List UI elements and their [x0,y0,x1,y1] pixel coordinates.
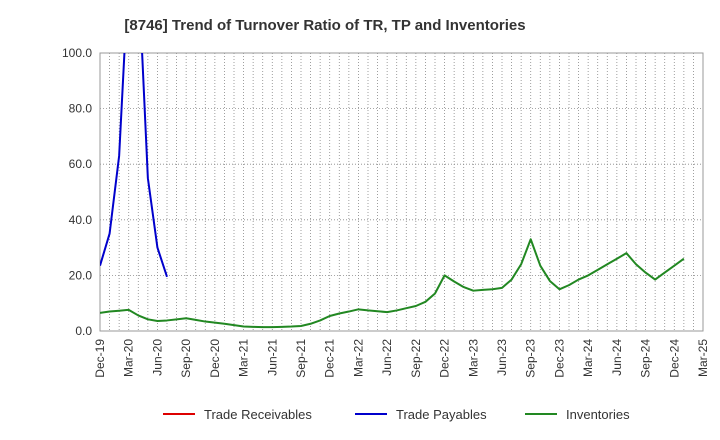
series-line-inventories [100,238,685,329]
y-tick-label: 60.0 [69,157,93,171]
x-tick-label: Mar-21 [237,339,251,377]
plot-area [99,52,704,332]
x-tick-label: Jun-24 [610,339,624,376]
x-tick-label: Mar-20 [122,339,136,377]
y-tick-label: 100.0 [62,46,92,60]
grid-lines [100,53,703,331]
chart-title: [8746] Trend of Turnover Ratio of TR, TP… [124,17,525,34]
x-tick-label: Dec-23 [552,339,566,378]
x-tick-label: Jun-20 [150,339,164,376]
x-tick-label: Mar-25 [696,339,710,377]
x-tick-label: Jun-21 [265,339,279,376]
x-tick-label: Dec-24 [667,339,681,378]
series-lines [100,53,685,329]
x-tick-label: Dec-20 [208,339,222,378]
x-tick-label: Dec-21 [323,339,337,378]
y-axis: 0.0 20.0 40.0 60.0 80.0 100.0 [62,46,92,338]
x-tick-label: Dec-19 [93,339,107,378]
legend-label: Trade Payables [396,407,487,422]
x-tick-label: Sep-21 [294,339,308,378]
x-tick-label: Sep-24 [639,339,653,378]
y-tick-label: 0.0 [75,324,92,338]
x-tick-label: Sep-23 [524,339,538,378]
x-axis: Dec-19 Mar-20 Jun-20 Sep-20 Dec-20 Mar-21 Jun-… [93,339,710,378]
legend-label: Trade Receivables [204,407,312,422]
x-tick-label: Sep-22 [409,339,423,378]
x-tick-label: Sep-20 [179,339,193,378]
legend: Trade Receivables Trade Payables Inventori… [163,407,630,422]
y-tick-label: 80.0 [69,102,93,116]
x-tick-label: Jun-23 [495,339,509,376]
x-tick-label: Mar-23 [466,339,480,377]
x-tick-label: Jun-22 [380,339,394,376]
y-tick-label: 40.0 [69,213,93,227]
x-tick-label: Mar-24 [581,339,595,377]
x-tick-label: Dec-22 [438,339,452,378]
x-tick-label: Mar-22 [351,339,365,377]
series-line-trade-payables [100,53,168,278]
y-tick-label: 20.0 [69,268,93,282]
legend-label: Inventories [566,407,630,422]
